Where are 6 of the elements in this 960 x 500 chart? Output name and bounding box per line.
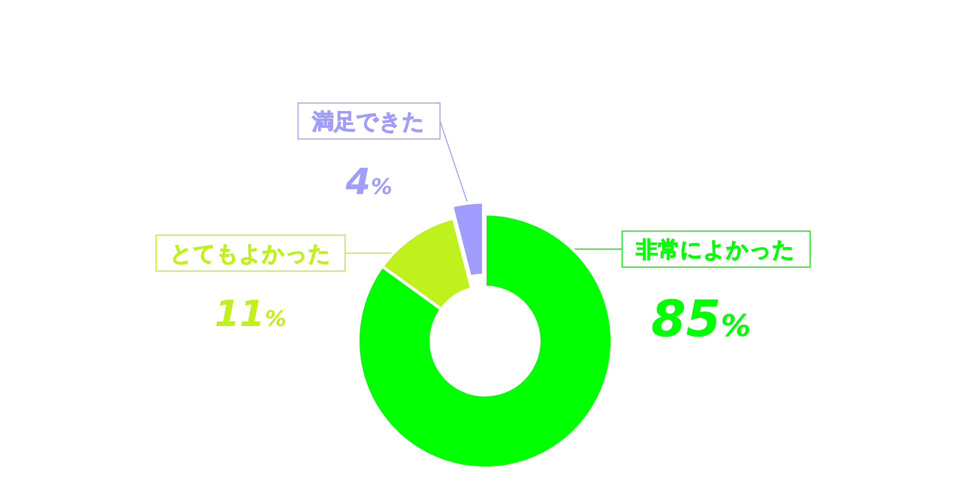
data-label: 85% (651, 290, 751, 348)
slice-label: 満足できた (311, 110, 425, 135)
data-label: 4% (344, 162, 392, 203)
slice-label: 非常によかった (635, 238, 795, 263)
slice-label: とてもよかった (170, 242, 331, 267)
data-label: 11% (214, 294, 286, 335)
